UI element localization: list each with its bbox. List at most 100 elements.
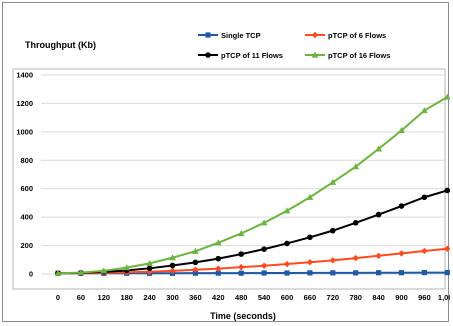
- data-point: [260, 219, 268, 226]
- data-point: [330, 270, 336, 276]
- x-tick-label: 720: [327, 293, 340, 302]
- data-point: [329, 178, 337, 185]
- legend-marker: [311, 31, 319, 39]
- x-axis-title: Time (seconds): [210, 311, 276, 321]
- x-tick-label: 900: [395, 293, 408, 302]
- data-point: [283, 207, 291, 214]
- y-axis-title: Throughput (Kb): [25, 40, 96, 50]
- legend-label: pTCP of 6 Flows: [328, 31, 386, 40]
- data-point: [169, 262, 176, 269]
- legend-marker: [205, 32, 211, 38]
- data-point: [261, 270, 267, 276]
- x-tick-label: 420: [212, 293, 225, 302]
- legend-item: Single TCP: [198, 31, 261, 40]
- x-tick-label: 120: [98, 293, 111, 302]
- data-point: [169, 254, 176, 261]
- data-point: [237, 230, 245, 237]
- data-point: [398, 270, 405, 276]
- data-point: [421, 247, 428, 255]
- y-tick-label: 1200: [16, 99, 33, 108]
- y-tick-label: 1400: [16, 71, 33, 80]
- y-tick-label: 200: [20, 241, 33, 250]
- data-point: [352, 220, 359, 226]
- data-point: [376, 270, 382, 276]
- data-point: [284, 270, 290, 276]
- x-tick-label: 600: [281, 293, 294, 302]
- data-point: [77, 269, 85, 276]
- data-point: [375, 211, 382, 218]
- data-point: [375, 145, 382, 152]
- data-point: [215, 265, 222, 272]
- legend-label: pTCP of 11 Flows: [221, 51, 283, 60]
- series-2: [55, 187, 450, 277]
- x-tick-label: 60: [77, 293, 85, 302]
- data-point: [238, 270, 244, 276]
- series-line: [57, 96, 448, 275]
- data-point: [238, 263, 245, 271]
- x-tick-label: 840: [372, 293, 385, 302]
- data-point: [329, 257, 336, 264]
- x-tick-label: 180: [120, 293, 133, 302]
- y-tick-label: 400: [20, 213, 33, 222]
- y-tick-label: 800: [20, 156, 33, 165]
- x-tick-label: 780: [349, 293, 362, 302]
- data-point: [192, 247, 199, 254]
- data-point: [306, 193, 314, 200]
- data-point: [54, 269, 62, 276]
- series-line: [57, 189, 448, 275]
- data-point: [100, 267, 108, 274]
- data-point: [283, 260, 291, 268]
- data-point: [261, 246, 267, 252]
- x-tick-label: 360: [189, 293, 202, 302]
- data-point: [421, 269, 427, 276]
- x-tick-label: 0: [56, 293, 60, 302]
- data-point: [260, 262, 268, 269]
- x-tick-label: 1,000: [438, 293, 450, 302]
- data-point: [421, 194, 428, 201]
- data-point: [307, 270, 313, 276]
- data-point: [284, 240, 290, 247]
- data-point: [306, 259, 314, 266]
- series-line: [57, 247, 448, 275]
- y-tick-label: 0: [29, 270, 33, 279]
- x-tick-label: 660: [304, 293, 317, 302]
- data-point: [398, 250, 405, 257]
- data-point: [352, 254, 359, 262]
- data-point: [444, 269, 450, 276]
- legend-label: Single TCP: [221, 31, 261, 40]
- data-point: [146, 265, 153, 272]
- data-point: [215, 255, 222, 262]
- data-point: [330, 227, 336, 234]
- y-tick-labels: 0 200 400 600 800 1000 1200 1400: [16, 71, 33, 279]
- data-point: [146, 259, 153, 266]
- data-point: [238, 251, 244, 257]
- data-point: [307, 234, 313, 241]
- legend-item: pTCP of 11 Flows: [198, 51, 283, 60]
- legend: Single TCP pTCP of 6 Flows pTCP of 11 Flow…: [198, 31, 390, 60]
- legend-label: pTCP of 16 Flows: [328, 51, 390, 60]
- legend-marker: [311, 51, 319, 58]
- data-point: [123, 264, 131, 271]
- legend-marker: [205, 52, 211, 58]
- series-lines: [54, 93, 450, 277]
- data-point: [375, 252, 382, 260]
- x-tick-label: 480: [235, 293, 248, 302]
- series-3: [54, 93, 450, 276]
- data-point: [169, 267, 176, 275]
- data-point: [443, 93, 450, 100]
- y-tick-label: 1000: [16, 127, 33, 136]
- data-point: [421, 107, 428, 114]
- x-tick-label: 300: [166, 293, 179, 302]
- data-point: [398, 127, 405, 134]
- data-point: [192, 270, 198, 276]
- x-tick-label: 540: [258, 293, 271, 302]
- y-tick-label: 600: [20, 184, 33, 193]
- x-tick-label: 960: [418, 293, 431, 302]
- data-point: [444, 245, 450, 252]
- data-point: [353, 270, 359, 276]
- data-point: [215, 270, 221, 276]
- x-tick-label: 240: [143, 293, 156, 302]
- x-tick-labels: 0 60 120 180 240 300 360 420 480 540 600 660 720 780 8…: [56, 293, 450, 302]
- legend-item: pTCP of 6 Flows: [305, 31, 386, 40]
- data-point: [398, 203, 405, 209]
